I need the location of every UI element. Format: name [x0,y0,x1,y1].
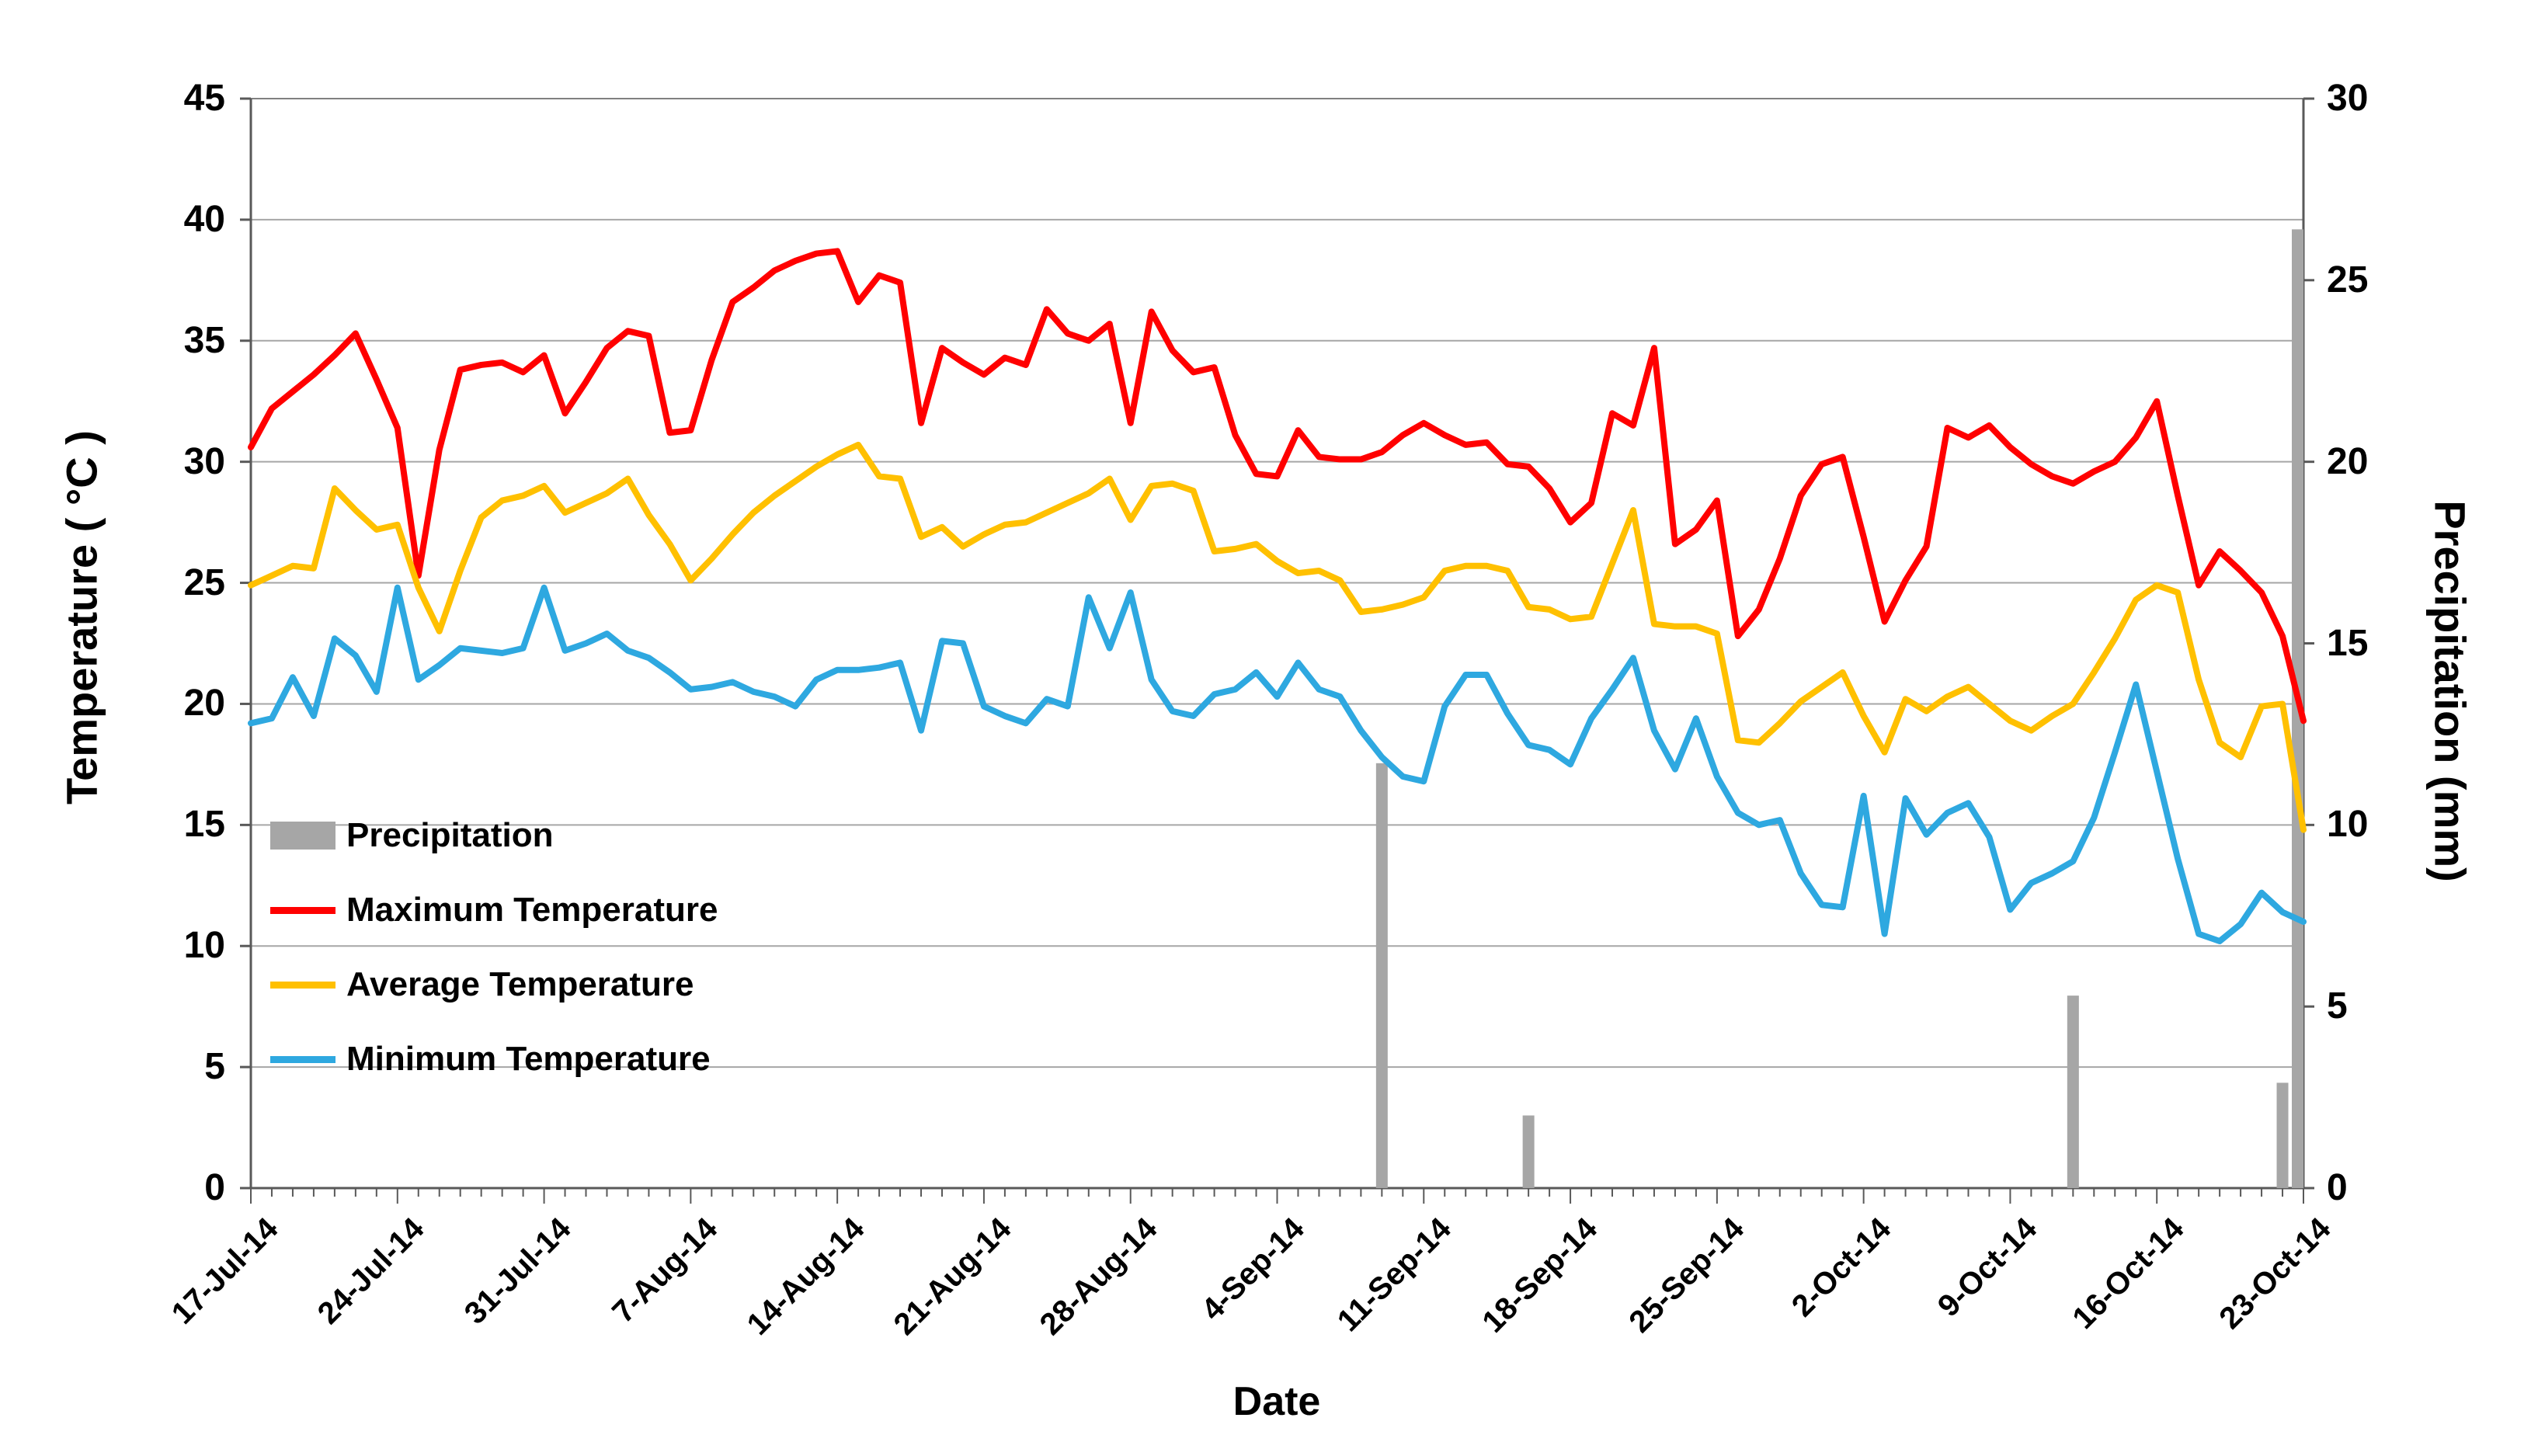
legend-swatch-line [270,981,335,989]
right-axis-title: Precipitation (mm) [2425,500,2475,882]
right-axis-tick-label: 25 [2327,259,2369,301]
left-axis-title: Temperature ( °C ) [57,430,106,804]
left-axis-tick-label: 0 [204,1167,225,1208]
legend-item: Minimum Temperature [270,1022,718,1096]
left-axis-tick-label: 30 [183,440,225,482]
legend-item: Maximum Temperature [270,873,718,947]
left-axis-tick-label: 35 [183,319,225,361]
minimum-temperature-line [248,584,2307,944]
x-axis-title: Date [1232,1379,1321,1424]
precip-bar [2067,996,2079,1188]
legend-item: Precipitation [270,798,718,873]
right-axis-tick-label: 30 [2327,78,2369,119]
left-axis-tick-label: 20 [183,683,225,725]
right-axis-tick-label: 10 [2327,804,2369,846]
left-axis-tick-label: 10 [183,925,225,967]
legend-swatch-bar [270,822,335,850]
left-axis-tick-label: 40 [183,198,225,240]
left-axis-tick-label: 5 [204,1046,225,1088]
right-axis-tick-label: 15 [2327,622,2369,664]
legend-label: Precipitation [346,816,554,854]
maximum-temperature-line [248,248,2307,725]
right-axis-tick-label: 20 [2327,440,2369,482]
legend-label: Maximum Temperature [346,891,718,929]
precip-bar [1522,1115,1535,1188]
right-axis-tick-label: 5 [2327,985,2348,1027]
legend-item: Average Temperature [270,947,718,1022]
right-axis-tick-label: 0 [2327,1167,2348,1208]
left-axis-tick-label: 45 [183,78,225,119]
legend-swatch-line [270,1055,335,1063]
precip-bar [1375,763,1388,1188]
average-temperature-line [248,441,2307,833]
precip-bar [2276,1082,2289,1188]
legend-label: Minimum Temperature [346,1040,711,1078]
legend-label: Average Temperature [346,965,694,1003]
left-axis-tick-label: 15 [183,804,225,846]
legend: Precipitation Maximum Temperature Average … [270,798,718,1096]
left-axis-tick-label: 25 [183,561,225,603]
legend-swatch-line [270,906,335,914]
